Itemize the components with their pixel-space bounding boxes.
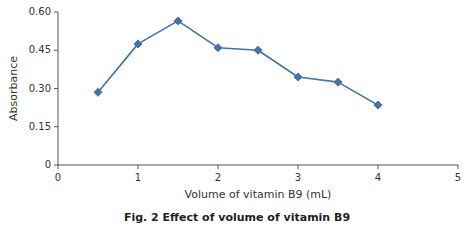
x-tick — [378, 165, 379, 169]
data-line — [98, 21, 378, 105]
x-tick-label: 1 — [135, 172, 141, 183]
x-tick-label: 5 — [455, 172, 461, 183]
x-axis-line — [58, 165, 458, 166]
y-tick — [54, 165, 58, 166]
data-point — [94, 88, 102, 96]
y-tick-label: 0.60 — [29, 6, 51, 17]
y-tick — [54, 50, 58, 51]
data-point — [174, 17, 182, 25]
x-tick — [138, 165, 139, 169]
x-tick-label: 0 — [55, 172, 61, 183]
x-tick-label: 4 — [375, 172, 381, 183]
y-tick-label: 0.15 — [29, 121, 51, 132]
y-axis-label: Absorbance — [7, 56, 20, 121]
y-tick-label: 0 — [45, 159, 51, 170]
y-tick-label: 0.30 — [29, 83, 51, 94]
data-point — [254, 46, 262, 54]
y-tick — [54, 126, 58, 127]
x-tick — [298, 165, 299, 169]
x-tick-label: 3 — [295, 172, 301, 183]
chart-svg: 0 0.15 0.30 0.45 0.60 Absorbance 0 1 2 3 4 5 Volume … — [0, 0, 474, 229]
x-axis-label: Volume of vitamin B9 (mL) — [185, 188, 332, 201]
plot-area — [94, 17, 382, 109]
x-tick — [58, 165, 59, 169]
x-tick — [458, 165, 459, 169]
y-axis: 0 0.15 0.30 0.45 0.60 — [29, 6, 58, 170]
x-tick-label: 2 — [215, 172, 221, 183]
y-tick — [54, 88, 58, 89]
chart-container: 0 0.15 0.30 0.45 0.60 Absorbance 0 1 2 3 4 5 Volume … — [0, 0, 474, 229]
data-point — [294, 73, 302, 81]
x-tick — [218, 165, 219, 169]
y-tick-label: 0.45 — [29, 44, 51, 55]
caption: Fig. 2 Effect of volume of vitamin B9 — [124, 211, 350, 224]
data-point — [334, 78, 342, 86]
data-point — [214, 44, 222, 52]
data-point — [374, 101, 382, 109]
x-axis: 0 1 2 3 4 5 — [55, 165, 461, 183]
data-point — [134, 40, 142, 48]
y-tick — [54, 12, 58, 13]
